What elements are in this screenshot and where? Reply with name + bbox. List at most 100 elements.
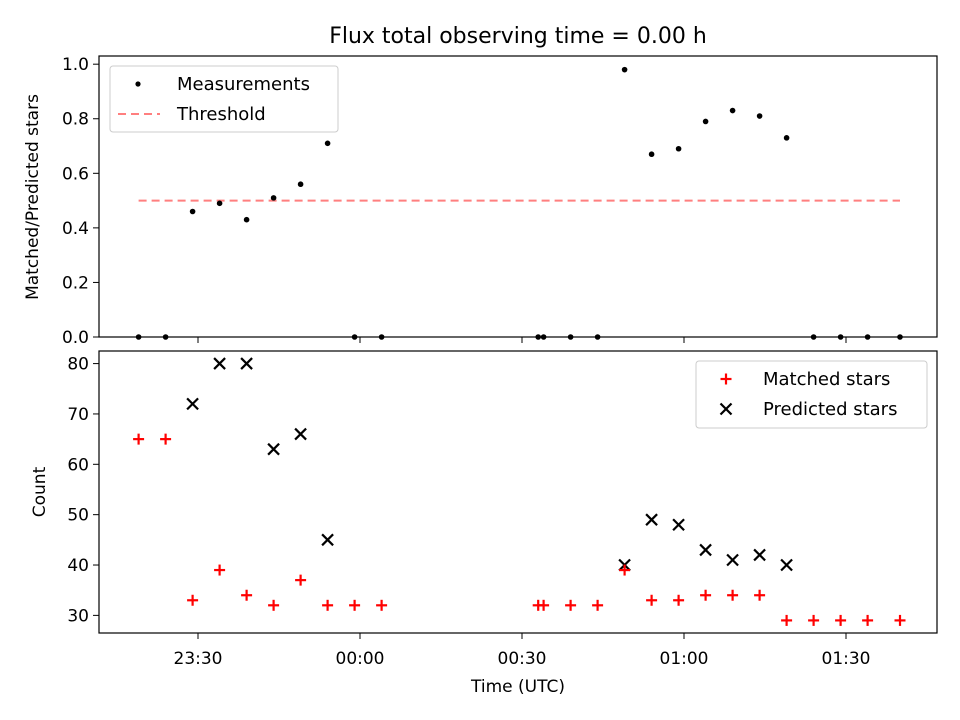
cross-b xyxy=(240,357,253,370)
matched-point xyxy=(349,599,361,611)
legend-measurement-marker xyxy=(135,81,141,87)
bottom-x-tick-label: 00:30 xyxy=(498,649,547,669)
bottom-x-tick-label: 00:00 xyxy=(336,649,385,669)
matched-point xyxy=(894,614,906,626)
cross-b xyxy=(672,518,685,532)
measurement-point xyxy=(297,181,304,188)
matched-point xyxy=(754,589,766,601)
bottom-y-tick-label: 80 xyxy=(67,355,89,375)
chart-title: Flux total observing time = 0.00 h xyxy=(329,24,707,49)
matched-point xyxy=(700,589,712,601)
matched-point xyxy=(781,614,793,626)
matched-point xyxy=(565,599,577,611)
top-y-tick-label: 0.2 xyxy=(62,273,89,293)
matched-point xyxy=(619,564,631,576)
matched-point xyxy=(133,433,145,445)
matched-point xyxy=(322,599,334,611)
top-y-axis-label: Matched/Predicted stars xyxy=(23,94,43,300)
measurement-points xyxy=(135,66,903,340)
matched-point xyxy=(214,564,226,576)
bottom-plot-frame xyxy=(98,350,938,634)
top-axis-ticks: 0.0 0.2 0.4 0.6 0.8 1.0 xyxy=(62,55,847,348)
predicted-point xyxy=(780,558,793,572)
cross-b xyxy=(294,427,307,441)
legend-threshold-label: Threshold xyxy=(176,104,266,125)
bottom-x-tick-label: 23:30 xyxy=(174,649,223,669)
top-panel: 0.0 0.2 0.4 0.6 0.8 1.0 Matched/Predicted sta… xyxy=(23,55,938,348)
measurement-point xyxy=(216,200,223,207)
matched-point xyxy=(646,594,658,606)
x-axis-label: Time (UTC) xyxy=(470,677,565,697)
legend-matched-label: Matched stars xyxy=(763,369,890,390)
matched-point xyxy=(187,594,199,606)
matched-point xyxy=(673,594,685,606)
measurement-point xyxy=(189,208,196,215)
legend-predicted-label: Predicted stars xyxy=(763,399,897,420)
matched-point xyxy=(268,599,280,611)
predicted-point xyxy=(321,533,334,547)
bottom-panel: 30 40 50 60 70 80 23:30 00:00 00:30 01:00 01:30 Co… xyxy=(30,350,938,697)
bottom-y-tick-label: 50 xyxy=(67,506,89,526)
matched-point xyxy=(808,614,820,626)
cross-b xyxy=(645,513,658,526)
predicted-point xyxy=(240,357,253,370)
bottom-y-tick-label: 60 xyxy=(67,455,89,475)
matched-point xyxy=(727,589,739,601)
matched-point xyxy=(862,614,874,626)
top-y-tick-label: 0.8 xyxy=(62,110,89,130)
predicted-point xyxy=(672,518,685,532)
matched-point xyxy=(241,589,253,601)
predicted-point xyxy=(213,357,226,370)
cross-b xyxy=(753,548,766,562)
legend-measurements-label: Measurements xyxy=(177,74,310,95)
cross-b xyxy=(321,533,334,547)
cross-b xyxy=(699,543,712,557)
predicted-point xyxy=(726,553,739,567)
cross-b xyxy=(186,397,199,411)
matched-point xyxy=(160,433,172,445)
top-y-tick-label: 0.6 xyxy=(62,164,89,184)
cross-b xyxy=(780,558,793,572)
bottom-x-tick-label: 01:30 xyxy=(822,649,871,669)
predicted-point xyxy=(294,427,307,441)
top-y-tick-label: 0.0 xyxy=(62,328,89,348)
bottom-legend-markers xyxy=(719,373,733,416)
measurement-point xyxy=(243,216,250,223)
bottom-y-axis-label: Count xyxy=(30,466,50,517)
measurement-point xyxy=(270,195,277,201)
bottom-legend-box xyxy=(695,360,928,429)
cross-b xyxy=(719,402,733,416)
matched-point xyxy=(295,574,307,586)
top-plot-frame xyxy=(98,55,938,338)
measurement-point xyxy=(783,135,790,141)
bottom-legend: Matched stars Predicted stars xyxy=(695,360,928,429)
predicted-point xyxy=(186,397,199,411)
measurement-point xyxy=(324,140,331,147)
bottom-y-tick-label: 70 xyxy=(67,405,89,425)
matched-point xyxy=(835,614,847,626)
count-points xyxy=(133,357,906,626)
matched-point xyxy=(376,599,388,611)
top-legend: Measurements Threshold xyxy=(109,65,339,133)
bottom-axis-ticks: 30 40 50 60 70 80 23:30 00:00 00:30 01:00 01:30 xyxy=(67,355,870,669)
legend-predicted-marker xyxy=(719,402,733,416)
cross-b xyxy=(213,357,226,370)
cross-b xyxy=(726,553,739,567)
legend-matched-marker xyxy=(720,373,732,385)
matched-point xyxy=(538,599,550,611)
predicted-point xyxy=(753,548,766,562)
top-y-tick-label: 1.0 xyxy=(62,55,89,75)
measurement-point xyxy=(702,118,709,125)
top-legend-box xyxy=(109,65,339,133)
measurement-point xyxy=(756,113,763,119)
predicted-point xyxy=(699,543,712,557)
measurement-point xyxy=(648,151,655,158)
bottom-y-tick-label: 30 xyxy=(67,606,89,626)
measurement-point xyxy=(675,145,682,152)
top-y-tick-label: 0.4 xyxy=(62,219,89,239)
matched-point xyxy=(592,599,604,611)
measurement-point xyxy=(729,107,736,114)
bottom-y-tick-label: 40 xyxy=(67,556,89,576)
predicted-point xyxy=(267,442,280,456)
